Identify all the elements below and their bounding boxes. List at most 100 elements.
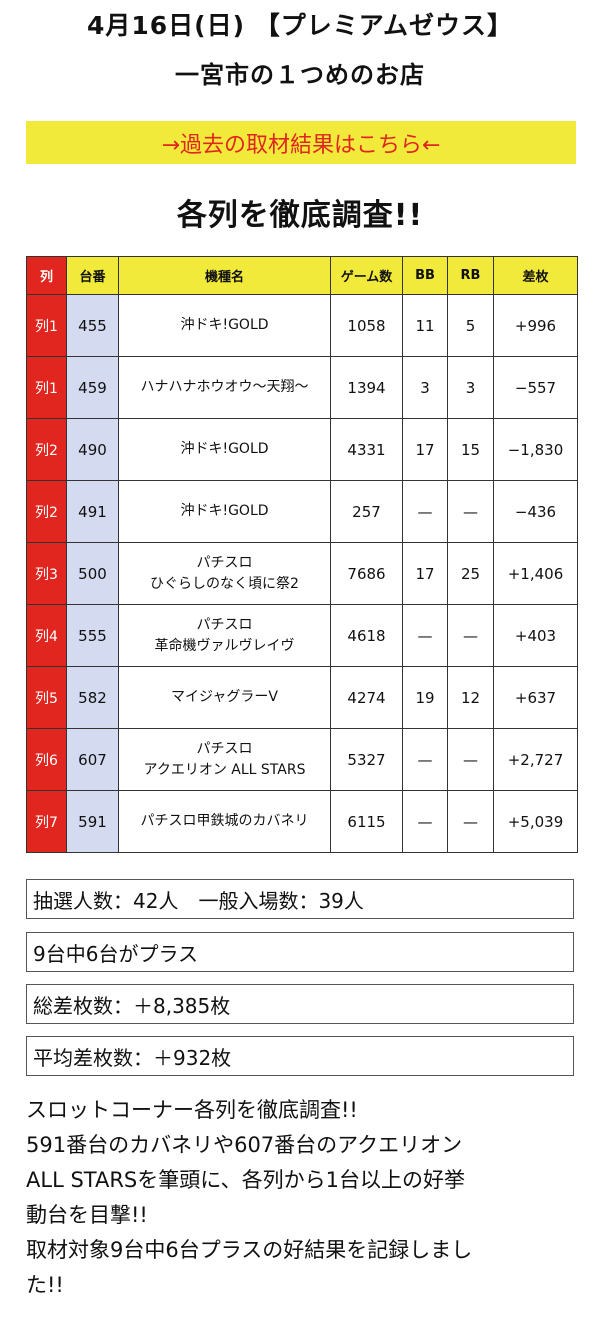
machine-number-cell: 491 [66, 480, 119, 543]
games-cell: 6115 [330, 790, 403, 853]
machine-name-cell: 沖ドキ!GOLD [118, 418, 331, 481]
machine-name-cell: パチスロひぐらしのなく頃に祭2 [118, 542, 331, 605]
bb-cell: 19 [402, 666, 448, 729]
games-cell: 4331 [330, 418, 403, 481]
machine-name-cell: ハナハナホウオウ〜天翔〜 [118, 356, 331, 419]
rb-cell: 3 [447, 356, 494, 419]
header-rb: RB [447, 256, 494, 295]
games-cell: 5327 [330, 728, 403, 791]
table-row: 列7 591 パチスロ甲鉄城のカバネリ 6115— — +5,039 [26, 790, 578, 853]
machine-name-line: 沖ドキ!GOLD [180, 441, 269, 457]
header-bb: BB [402, 256, 448, 295]
machine-name-line: パチスロ [196, 616, 253, 633]
machine-name-line: アクエリオン ALL STARS [143, 761, 306, 778]
machine-name-line: パチスロ甲鉄城のカバネリ [140, 813, 309, 829]
diff-cell: −557 [493, 356, 578, 419]
diff-cell: +403 [493, 604, 578, 667]
rb-cell: — [447, 790, 494, 853]
bb-cell: 3 [402, 356, 448, 419]
header-diff: 差枚 [493, 256, 578, 295]
rb-cell: 25 [447, 542, 494, 605]
table-row: 列3 500 パチスロ ひぐらしのなく頃に祭2 7686 17 25 +1,406 [26, 542, 578, 605]
average-diff-info: 平均差枚数：＋932枚 [26, 1036, 574, 1076]
retsu-cell: 列5 [26, 666, 67, 729]
machine-name-cell: パチスロアクエリオン ALL STARS [118, 728, 331, 791]
machine-name-line: ハナハナホウオウ〜天翔〜 [140, 379, 309, 395]
games-cell: 1058 [330, 294, 403, 357]
retsu-cell: 列6 [26, 728, 67, 791]
header-retsu: 列 [26, 256, 67, 295]
bb-cell: — [402, 604, 448, 667]
bb-cell: — [402, 790, 448, 853]
table-row: 列1 459 ハナハナホウオウ〜天翔〜 1394 3 3 −557 [26, 356, 578, 419]
diff-cell: +996 [493, 294, 578, 357]
machine-name-cell: マイジャグラーV [118, 666, 331, 729]
machine-name-line: マイジャグラーV [171, 689, 278, 705]
machine-name-cell: 沖ドキ!GOLD [118, 294, 331, 357]
table-header-row: 列 台番 機種名 ゲーム数 BB RB 差枚 [26, 256, 578, 295]
results-table: 列 台番 機種名 ゲーム数 BB RB 差枚 列1 455 沖ドキ!GOLD 1058… [26, 256, 578, 853]
diff-cell: +637 [493, 666, 578, 729]
machine-number-cell: 555 [66, 604, 119, 667]
table-row: 列6 607 パチスロ アクエリオン ALL STARS 5327— — +2,727 [26, 728, 578, 791]
summary-line: スロットコーナー各列を徹底調査!! [26, 1098, 358, 1122]
games-cell: 7686 [330, 542, 403, 605]
table-row: 列2 491 沖ドキ!GOLD 257— — −436 [26, 480, 578, 543]
machine-name-cell: 沖ドキ!GOLD [118, 480, 331, 543]
rb-cell: — [447, 480, 494, 543]
total-diff-info: 総差枚数：＋8,385枚 [26, 984, 574, 1024]
machine-name-line: パチスロ [196, 554, 253, 571]
games-cell: 4274 [330, 666, 403, 729]
retsu-cell: 列3 [26, 542, 67, 605]
summary-line: た!! [26, 1273, 64, 1297]
machine-number-cell: 490 [66, 418, 119, 481]
retsu-cell: 列1 [26, 356, 67, 419]
games-cell: 1394 [330, 356, 403, 419]
diff-cell: +5,039 [493, 790, 578, 853]
rb-cell: — [447, 728, 494, 791]
machine-number-cell: 582 [66, 666, 119, 729]
table-row: 列5 582 マイジャグラーV 4274 19 12 +637 [26, 666, 578, 729]
bb-cell: 11 [402, 294, 448, 357]
summary-line: 動台を目撃!! [26, 1203, 148, 1227]
machine-number-cell: 607 [66, 728, 119, 791]
rb-cell: 5 [447, 294, 494, 357]
bb-cell: 17 [402, 418, 448, 481]
lottery-info: 抽選人数：42人 一般入場数：39人 [26, 879, 574, 919]
retsu-cell: 列2 [26, 418, 67, 481]
games-cell: 257 [330, 480, 403, 543]
header-machine-number: 台番 [66, 256, 119, 295]
bb-cell: 17 [402, 542, 448, 605]
machine-number-cell: 459 [66, 356, 119, 419]
page-title: 4月16日(日) 【プレミアムゼウス】 [87, 11, 513, 40]
retsu-cell: 列7 [26, 790, 67, 853]
summary-line: 591番台のカバネリや607番台のアクエリオン [26, 1133, 463, 1157]
table-row: 列1 455 沖ドキ!GOLD 1058 11 5 +996 [26, 294, 578, 357]
bb-cell: — [402, 480, 448, 543]
past-results-link[interactable]: →過去の取材結果はこちら← [26, 121, 576, 164]
machine-number-cell: 591 [66, 790, 119, 853]
header-machine-name: 機種名 [118, 256, 331, 295]
machine-number-cell: 455 [66, 294, 119, 357]
machine-name-cell: パチスロ 革命機ヴァルヴレイヴ [118, 604, 331, 667]
retsu-cell: 列2 [26, 480, 67, 543]
table-row: 列4 555 パチスロ 革命機ヴァルヴレイヴ 4618— — +403 [26, 604, 578, 667]
rb-cell: 15 [447, 418, 494, 481]
summary-line: ALL STARSを筆頭に、各列から1台以上の好挙 [26, 1168, 465, 1192]
diff-cell: −1,830 [493, 418, 578, 481]
rb-cell: — [447, 604, 494, 667]
summary-text: スロットコーナー各列を徹底調査!! 591番台のカバネリや607番台のアクエリオ… [26, 1093, 576, 1303]
bb-cell: — [402, 728, 448, 791]
retsu-cell: 列1 [26, 294, 67, 357]
section-title: 各列を徹底調査!! [176, 198, 424, 233]
diff-cell: −436 [493, 480, 578, 543]
diff-cell: +2,727 [493, 728, 578, 791]
plus-count-info: 9台中6台がプラス [26, 932, 574, 972]
machine-name-line: ひぐらしのなく頃に祭2 [150, 575, 299, 592]
machine-name-line: パチスロ [196, 740, 253, 757]
diff-cell: +1,406 [493, 542, 578, 605]
games-cell: 4618 [330, 604, 403, 667]
page-subtitle: 一宮市の１つめのお店 [175, 61, 425, 89]
machine-name-line: 沖ドキ!GOLD [180, 317, 269, 333]
rb-cell: 12 [447, 666, 494, 729]
